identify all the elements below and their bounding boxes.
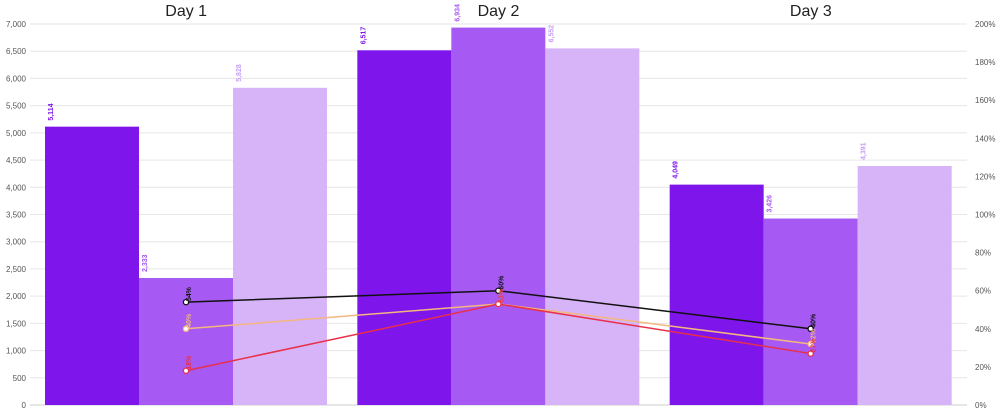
line-data-label: 54% bbox=[186, 286, 193, 301]
line-point bbox=[807, 340, 814, 348]
y-right-tick-label: 180% bbox=[975, 58, 995, 67]
y-left-tick-label: 4,000 bbox=[6, 183, 27, 192]
line-point bbox=[182, 367, 190, 374]
bar-data-label: 5,114 bbox=[48, 103, 55, 120]
line-data-label: 27% bbox=[811, 338, 818, 353]
bar bbox=[451, 27, 546, 405]
y-left-tick-label: 5,500 bbox=[6, 102, 27, 111]
bar bbox=[45, 126, 139, 405]
line-data-label: 60% bbox=[498, 275, 505, 290]
y-left-tick-label: 1,500 bbox=[6, 319, 27, 328]
bar-data-label: 6,517 bbox=[360, 27, 367, 45]
y-right-tick-label: 120% bbox=[975, 172, 995, 181]
bar-data-label: 6,934 bbox=[454, 4, 461, 22]
y-right-tick-label: 20% bbox=[975, 363, 991, 372]
y-right-tick-label: 140% bbox=[975, 134, 995, 143]
line-data-label: 40% bbox=[811, 313, 818, 328]
y-left-tick-label: 6,500 bbox=[6, 47, 27, 56]
y-left-tick-label: 6,000 bbox=[6, 74, 27, 83]
y-left-tick-label: 2,000 bbox=[6, 292, 27, 301]
y-right-tick-label: 200% bbox=[975, 20, 995, 29]
y-right-tick-label: 0% bbox=[975, 401, 987, 410]
line-point bbox=[807, 325, 814, 333]
bar-data-label: 4,391 bbox=[861, 142, 868, 160]
bar-data-label: 5,828 bbox=[236, 64, 243, 82]
line-data-label: 18% bbox=[186, 355, 193, 370]
line-point bbox=[807, 350, 814, 357]
bar bbox=[545, 48, 640, 405]
bar bbox=[763, 218, 858, 405]
y-left-tick-label: 4,500 bbox=[6, 156, 27, 165]
bar-data-label: 4,049 bbox=[673, 161, 680, 179]
line-point bbox=[495, 287, 502, 294]
y-right-tick-label: 100% bbox=[975, 211, 995, 220]
line-point bbox=[495, 300, 502, 308]
y-left-tick-label: 2,500 bbox=[6, 265, 27, 274]
category-label: Day 2 bbox=[478, 3, 520, 20]
y-right-tick-label: 80% bbox=[975, 249, 991, 258]
bar bbox=[357, 50, 452, 405]
bar-data-label: 2,333 bbox=[142, 254, 149, 272]
y-left-tick-label: 1,000 bbox=[6, 347, 27, 356]
y-left-tick-label: 0 bbox=[22, 401, 27, 410]
y-left-tick-label: 500 bbox=[13, 374, 27, 383]
line-data-label: 53% bbox=[498, 288, 505, 303]
line-data-label: 53% bbox=[498, 288, 505, 303]
y-right-tick-label: 160% bbox=[975, 96, 995, 105]
line-data-label: 40% bbox=[186, 313, 193, 328]
line-point bbox=[182, 298, 190, 306]
y-left-tick-label: 5,000 bbox=[6, 129, 27, 138]
bar bbox=[233, 87, 327, 405]
bar-data-label: 6,552 bbox=[548, 25, 555, 43]
bar-data-label: 3,426 bbox=[767, 195, 774, 213]
category-label: Day 3 bbox=[790, 3, 832, 20]
y-right-tick-label: 40% bbox=[975, 325, 991, 334]
line-data-label: 32% bbox=[811, 328, 818, 343]
bar bbox=[669, 184, 764, 405]
y-left-tick-label: 7,000 bbox=[6, 20, 27, 29]
line-point bbox=[182, 325, 190, 333]
category-label: Day 1 bbox=[165, 3, 207, 20]
y-right-tick-label: 60% bbox=[975, 287, 991, 296]
y-left-tick-label: 3,500 bbox=[6, 211, 27, 220]
y-left-tick-label: 3,000 bbox=[6, 238, 27, 247]
bar bbox=[857, 166, 952, 405]
